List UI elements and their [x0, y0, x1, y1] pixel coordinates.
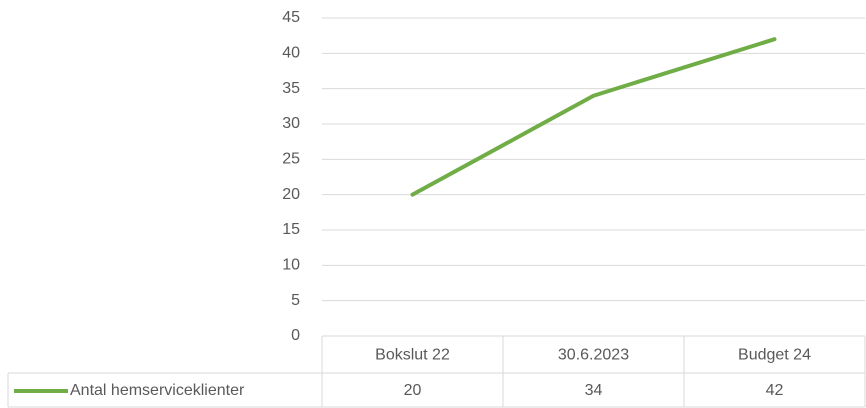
y-tick-label: 30	[282, 115, 300, 132]
y-tick-label: 20	[282, 186, 300, 203]
x-tick-label: Bokslut 22	[375, 347, 450, 364]
y-tick-label: 0	[291, 327, 300, 344]
y-tick-label: 35	[282, 80, 300, 97]
y-tick-label: 15	[282, 221, 300, 238]
line-series	[410, 37, 777, 197]
y-tick-label: 40	[282, 45, 300, 62]
y-tick-label: 25	[282, 151, 300, 168]
x-tick-label: Budget 24	[738, 347, 811, 364]
y-tick-label: 45	[282, 9, 300, 26]
table-value: 34	[585, 382, 603, 399]
table-value: 20	[404, 382, 422, 399]
y-tick-label: 10	[282, 257, 300, 274]
x-tick-label: 30.6.2023	[558, 347, 629, 364]
table-value: 42	[766, 382, 784, 399]
y-tick-label: 5	[291, 292, 300, 309]
legend-label: Antal hemserviceklienter	[70, 382, 245, 399]
